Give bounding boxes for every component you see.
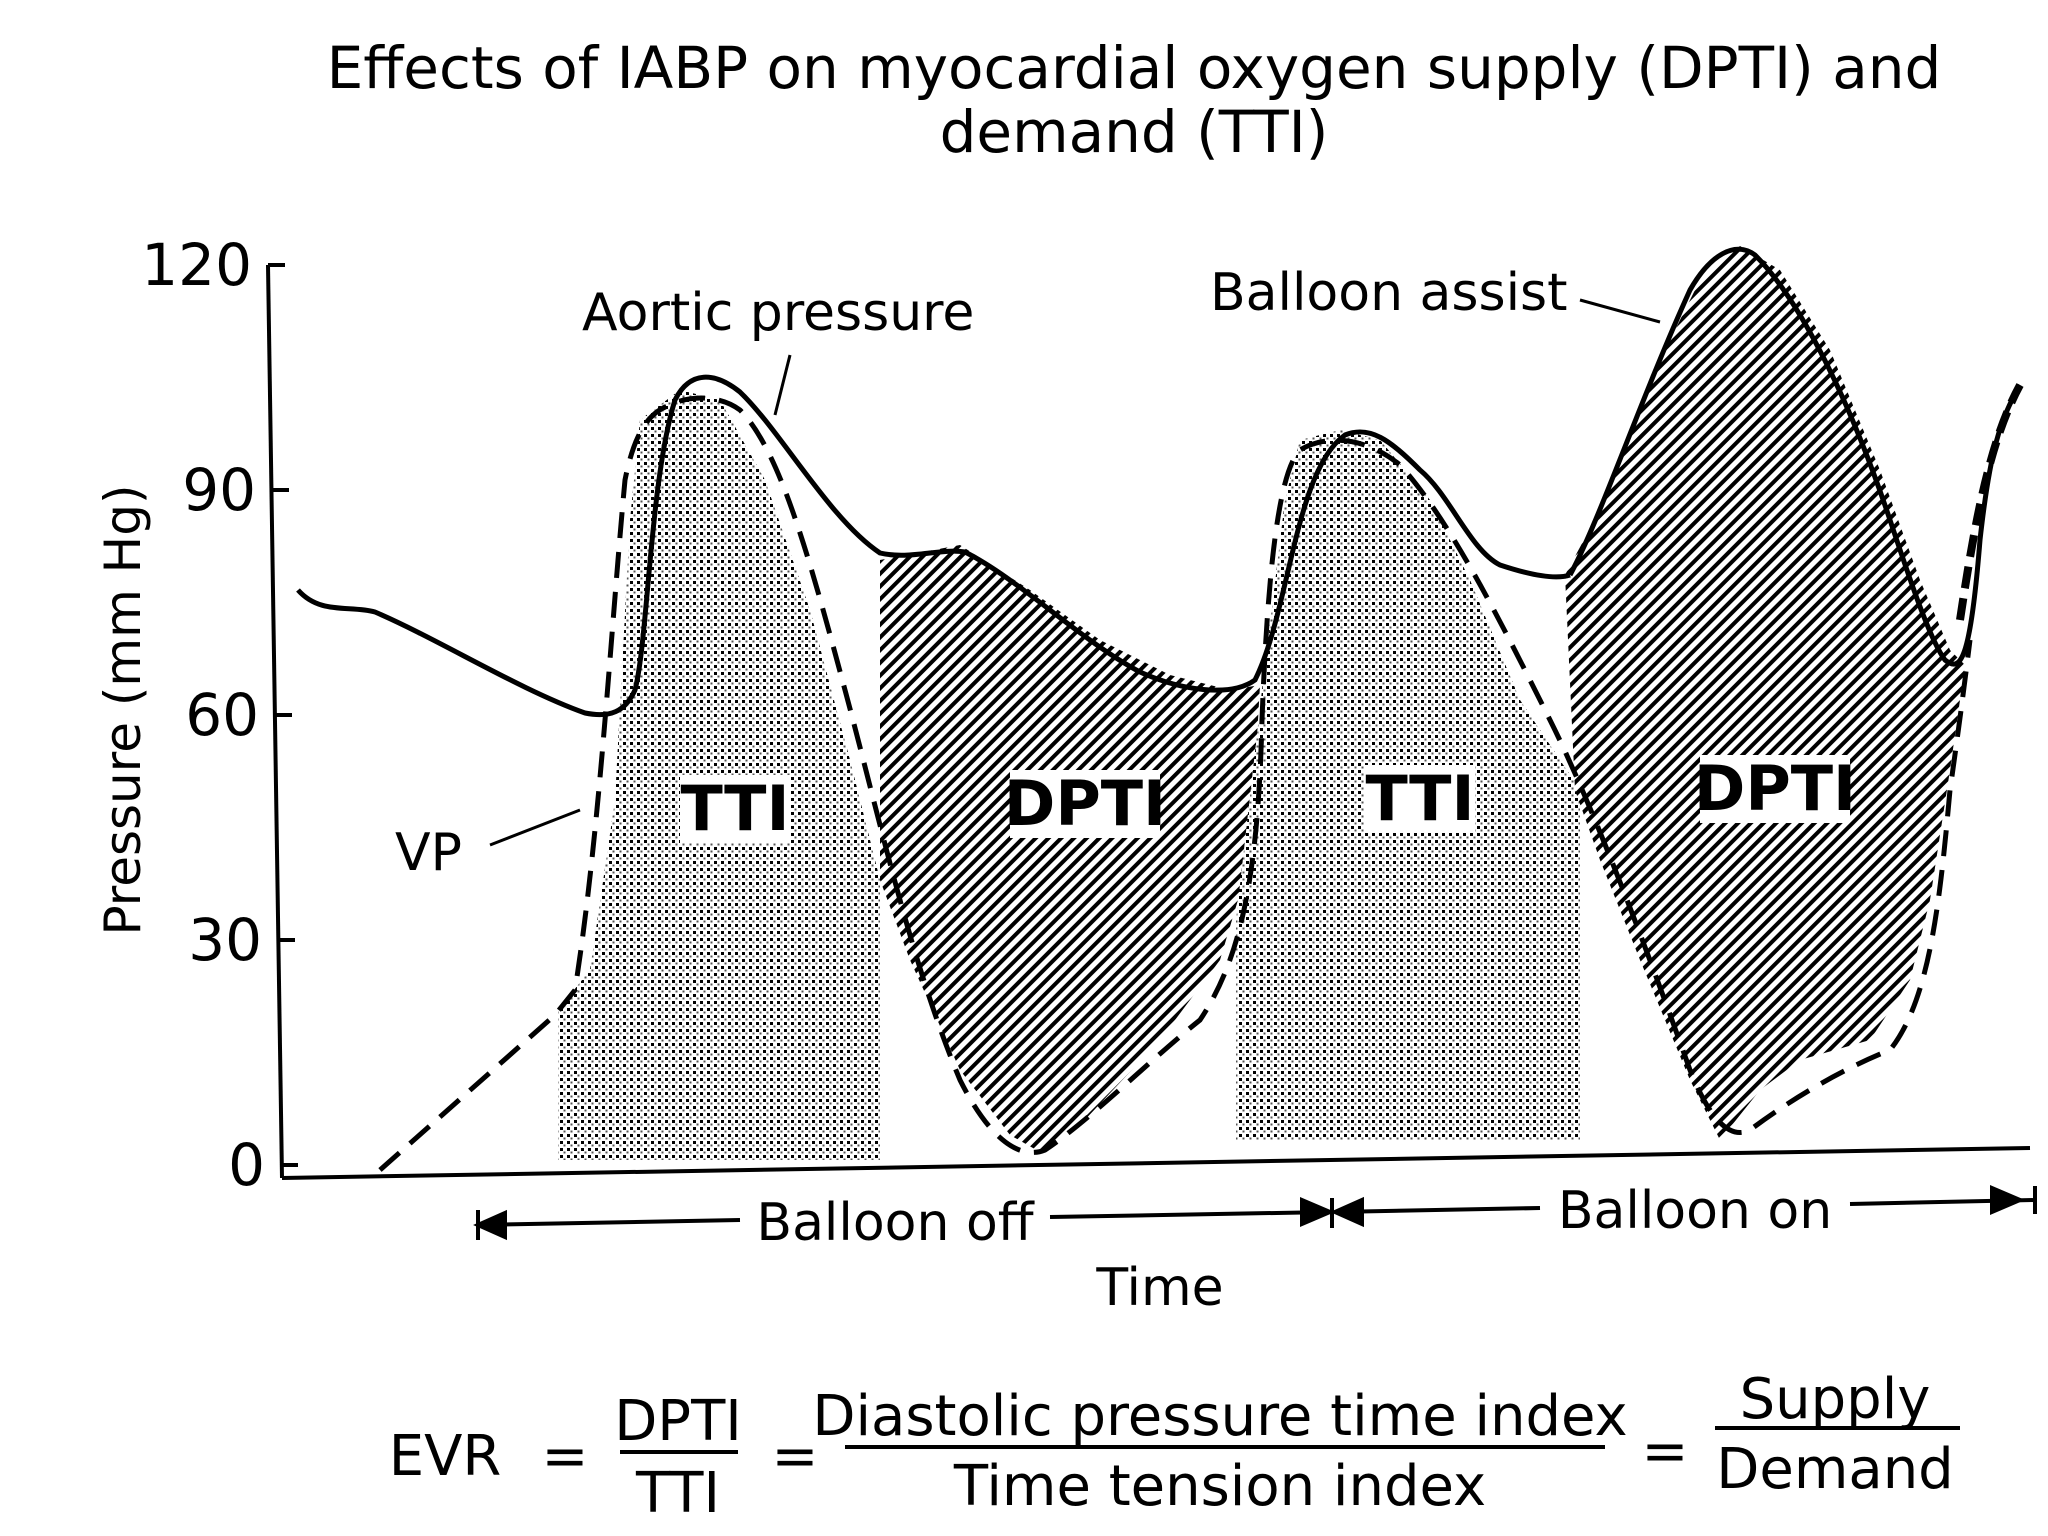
eq-frac2-den: Time tension index xyxy=(953,1454,1486,1519)
phase-off-left-arm xyxy=(477,1218,741,1227)
annotation-vp: VP xyxy=(395,823,462,883)
annotation-balloon-assist: Balloon assist xyxy=(1210,263,1568,323)
region-label-tti-2: TTI xyxy=(1365,762,1474,835)
y-tick-labels: 120 90 60 30 0 xyxy=(141,231,265,1199)
phase-on-left-arm xyxy=(1334,1206,1541,1214)
pointer-aortic-pressure xyxy=(773,354,792,416)
y-axis-label: Pressure (mm Hg) xyxy=(94,484,152,935)
chart-title: Effects of IABP on myocardial oxygen sup… xyxy=(327,34,1942,102)
ytick-label-30: 30 xyxy=(188,906,262,974)
region-label-dpti-2: DPTI xyxy=(1694,752,1856,825)
series-aortic-pressure xyxy=(296,374,1571,718)
phase-bars xyxy=(473,1184,2037,1241)
ytick-label-0: 0 xyxy=(228,1131,265,1199)
eq-equals-1: = xyxy=(542,1424,589,1489)
phase-label-balloon-off: Balloon off xyxy=(756,1193,1034,1253)
eq-lhs: EVR xyxy=(389,1424,502,1489)
series-vp xyxy=(378,395,1973,1172)
y-axis-line xyxy=(266,264,284,1179)
series-balloon-assist xyxy=(1567,246,2023,667)
ytick-label-90: 90 xyxy=(182,456,256,524)
axes xyxy=(266,263,2031,1180)
region-label-tti-1: TTI xyxy=(680,772,789,845)
region-label-dpti-1: DPTI xyxy=(1004,767,1166,840)
eq-frac3-den: Demand xyxy=(1716,1437,1953,1502)
phase-label-balloon-on: Balloon on xyxy=(1558,1181,1832,1241)
region-labels: TTI DPTI TTI DPTI xyxy=(680,752,1856,845)
eq-frac1-den: TTI xyxy=(635,1461,720,1526)
region-fills xyxy=(558,246,1965,1160)
ytick-label-60: 60 xyxy=(185,681,259,749)
chart-title-line2: demand (TTI) xyxy=(940,98,1329,166)
eq-frac1-num: DPTI xyxy=(614,1389,742,1454)
eq-equals-2: = xyxy=(772,1424,819,1489)
annotations: Aortic pressure Balloon assist VP xyxy=(395,263,1661,883)
x-axis-line xyxy=(281,1146,2031,1180)
eq-frac3-num: Supply xyxy=(1740,1367,1931,1432)
dpti-region-2 xyxy=(1565,246,1965,1140)
phase-off-right-arm xyxy=(1049,1210,1331,1219)
annotation-aortic-pressure: Aortic pressure xyxy=(582,283,974,343)
eq-equals-3: = xyxy=(1642,1419,1689,1484)
dpti-region-1 xyxy=(880,545,1260,1152)
pointer-vp xyxy=(489,808,581,847)
series-vp-tail xyxy=(1956,383,2024,621)
ytick-label-120: 120 xyxy=(141,231,252,299)
evr-equation: EVR = DPTI TTI = Diastolic pressure time… xyxy=(389,1367,1960,1526)
x-axis-label: Time xyxy=(1095,1258,1223,1318)
pointer-balloon-assist xyxy=(1579,298,1661,324)
eq-frac2-num: Diastolic pressure time index xyxy=(812,1384,1627,1449)
